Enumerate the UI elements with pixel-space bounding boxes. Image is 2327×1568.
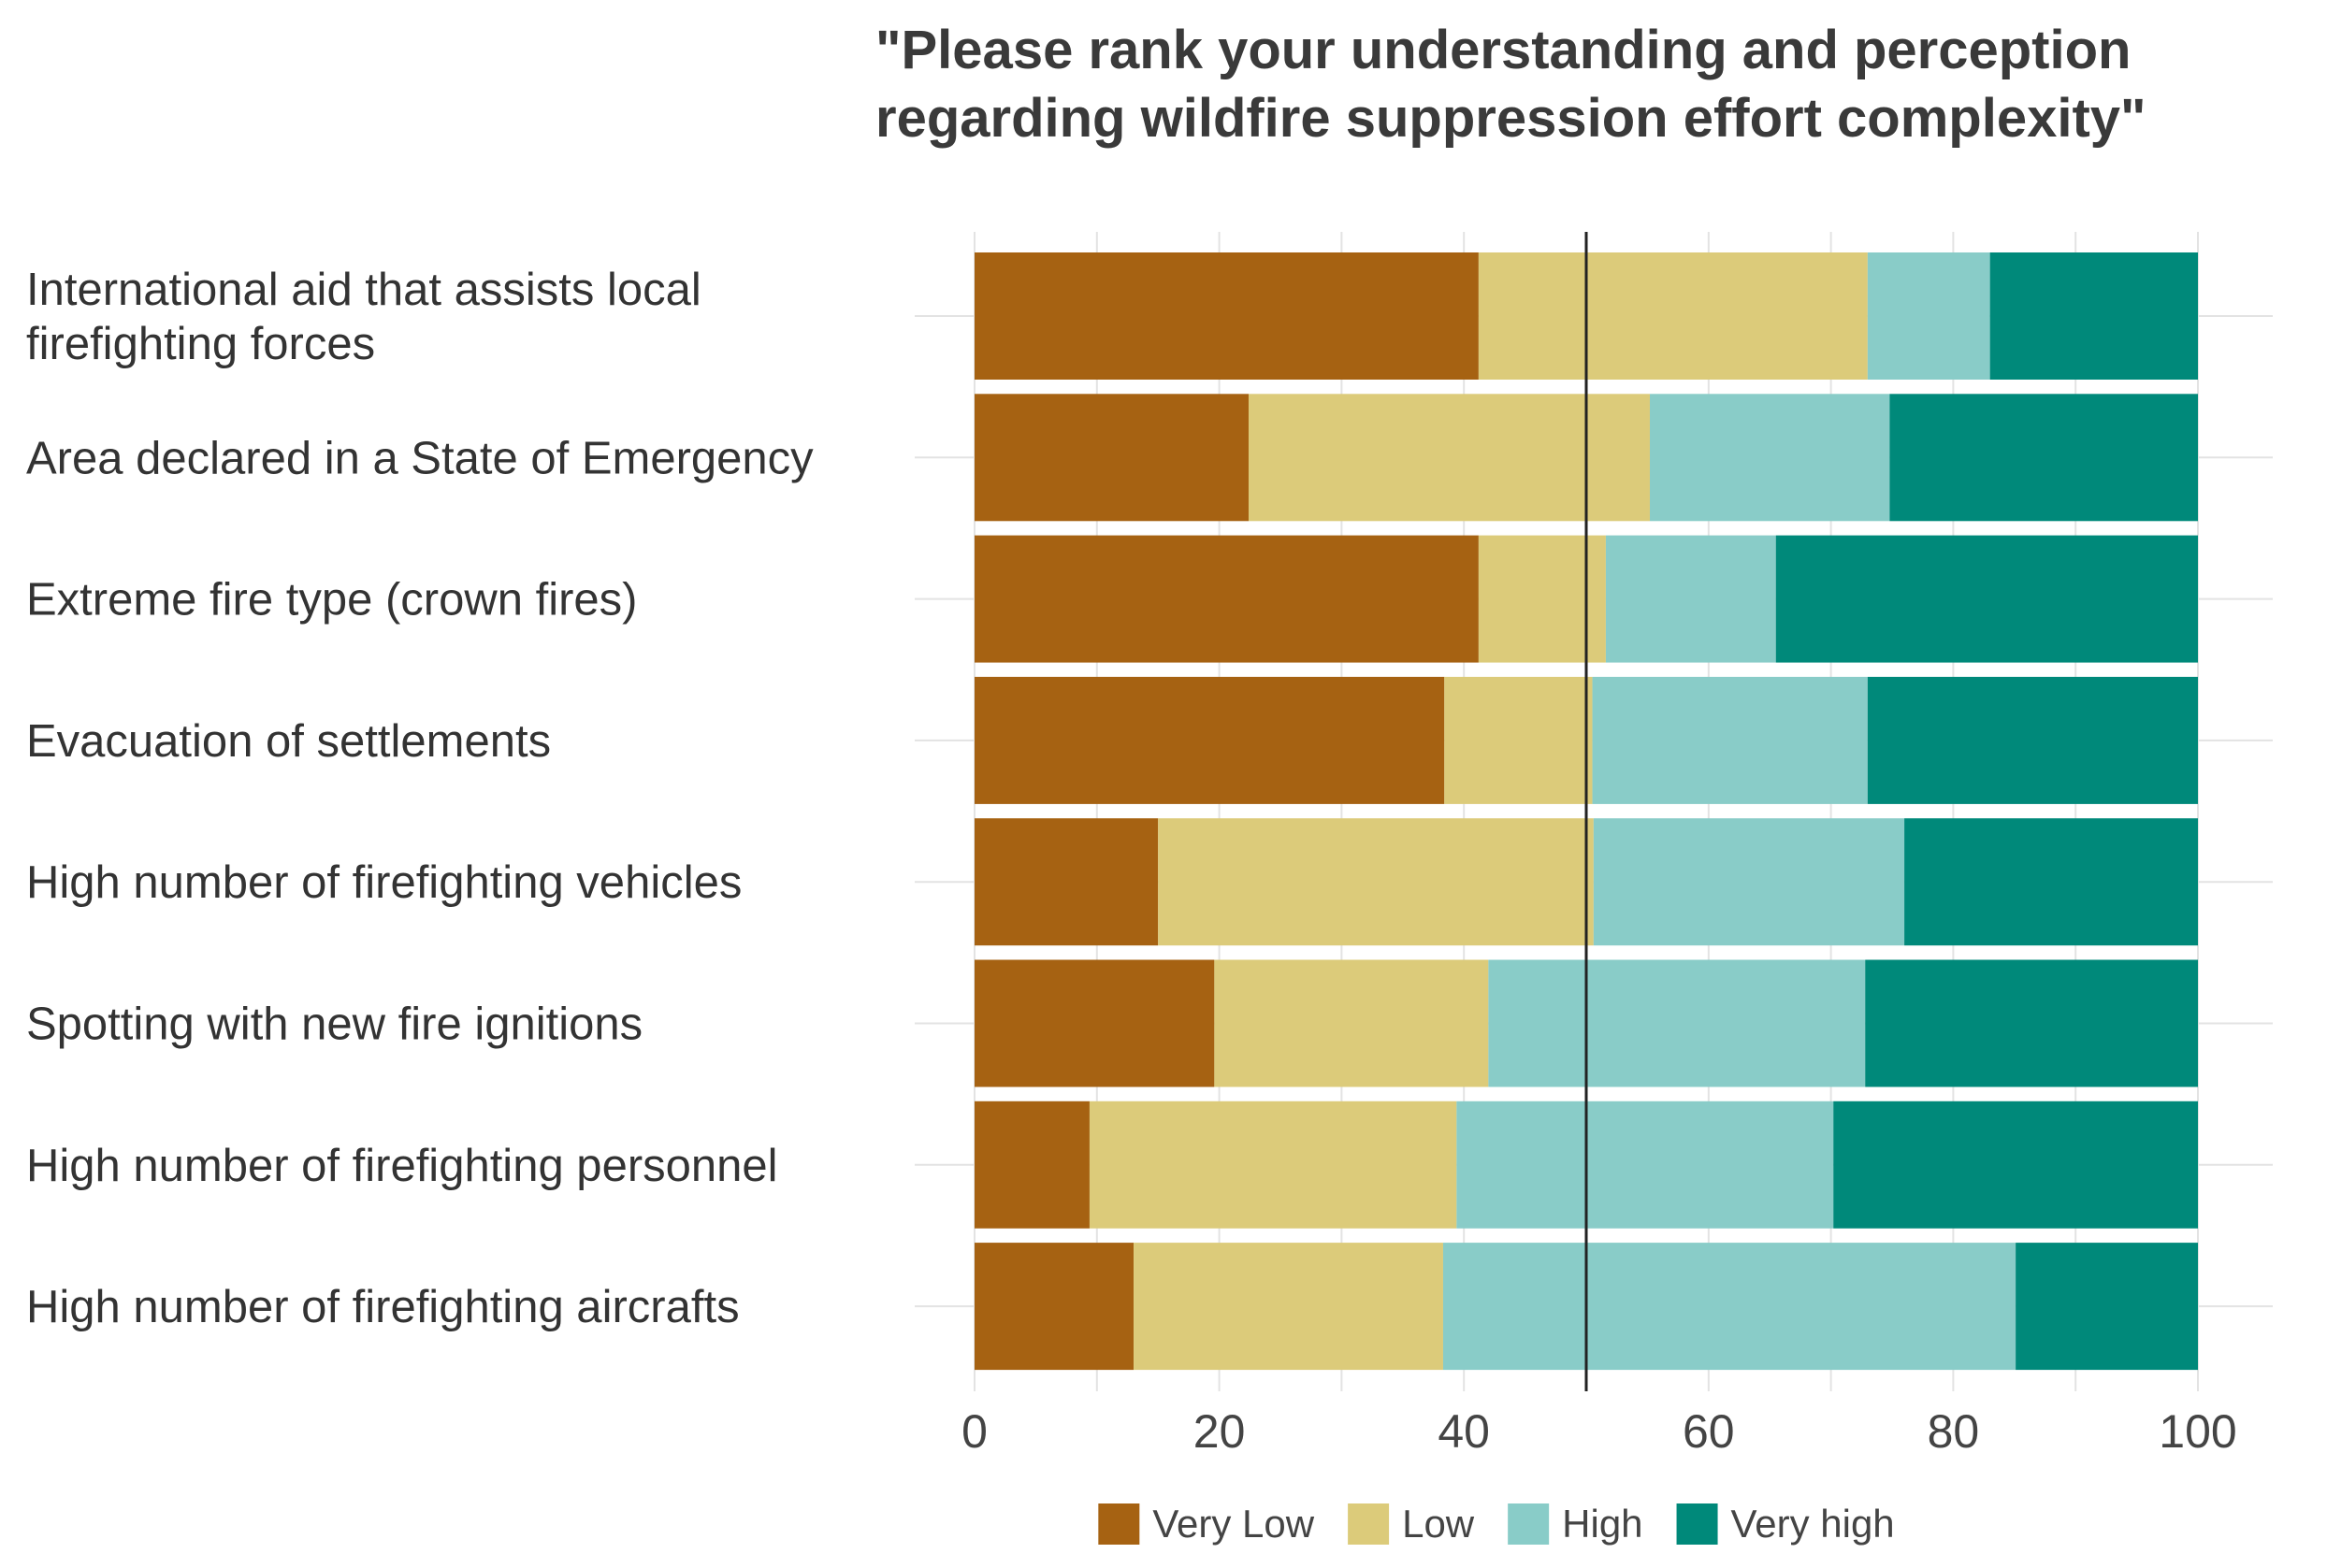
- category-label: Area declared in a State of Emergency: [26, 433, 814, 483]
- legend-swatch-very-low: [1098, 1503, 1140, 1545]
- bar-segment-high-row-2: [1605, 535, 1776, 663]
- bar-segment-high-row-5: [1488, 959, 1866, 1087]
- category-label: International aid that assists local: [26, 265, 701, 315]
- bar-segment-very-high-row-1: [1889, 394, 2198, 522]
- bar-segment-very-high-row-6: [1833, 1100, 2198, 1229]
- category-label: Extreme fire type (crown fires): [26, 575, 638, 626]
- x-axis-ticks: 0 20 40 60 80 100: [961, 1405, 2237, 1458]
- bar-segment-high-row-4: [1593, 818, 1905, 946]
- bar-segment-very-high-row-4: [1904, 818, 2198, 946]
- legend-swatch-high: [1508, 1503, 1550, 1545]
- x-tick-label: 80: [1928, 1405, 1980, 1458]
- bar-segment-very-high-row-7: [2016, 1243, 2198, 1371]
- category-label: High number of firefighting aircrafts: [26, 1282, 740, 1332]
- legend-label-very-high: Very high: [1731, 1502, 1895, 1546]
- chart-title-line-2: regarding wildfire suppression effort co…: [875, 88, 2146, 149]
- category-label: High number of firefighting personnel: [26, 1141, 778, 1191]
- bar-segment-very-low-row-6: [975, 1100, 1090, 1229]
- bar-segment-high-row-7: [1442, 1243, 2016, 1371]
- bar-segment-very-low-row-7: [975, 1243, 1135, 1371]
- legend: Very Low Low High Very high: [1098, 1502, 1895, 1546]
- legend-swatch-very-high: [1676, 1503, 1718, 1545]
- category-label: Evacuation of settlements: [26, 716, 551, 767]
- chart-title-line-1: "Please rank your understanding and perc…: [875, 20, 2131, 80]
- x-tick-label: 20: [1193, 1405, 1246, 1458]
- bar-segment-very-high-row-5: [1865, 959, 2198, 1087]
- bar-segment-high-row-1: [1650, 394, 1890, 522]
- x-tick-label: 100: [2159, 1405, 2236, 1458]
- legend-label-high: High: [1562, 1502, 1642, 1546]
- bar-segment-low-row-6: [1089, 1100, 1457, 1229]
- bar-segment-very-low-row-5: [975, 959, 1215, 1087]
- bar-segment-very-high-row-3: [1867, 676, 2198, 804]
- x-tick-label: 40: [1438, 1405, 1490, 1458]
- x-tick-label: 0: [961, 1405, 988, 1458]
- bar-segment-low-row-7: [1134, 1243, 1443, 1371]
- bar-segment-very-high-row-0: [1989, 252, 2198, 380]
- bar-segment-low-row-3: [1444, 676, 1593, 804]
- legend-label-very-low: Very Low: [1152, 1502, 1314, 1546]
- bar-segment-high-row-0: [1867, 252, 1990, 380]
- category-label: High number of firefighting vehicles: [26, 857, 742, 908]
- category-labels: International aid that assists localfire…: [26, 265, 814, 1332]
- bar-segment-very-low-row-3: [975, 676, 1445, 804]
- legend-swatch-low: [1348, 1503, 1390, 1545]
- bar-segment-very-low-row-0: [975, 252, 1479, 380]
- bar-segment-high-row-6: [1456, 1100, 1834, 1229]
- bar-segment-low-row-2: [1478, 535, 1606, 663]
- bar-segment-very-high-row-2: [1775, 535, 2198, 663]
- bar-segment-low-row-5: [1214, 959, 1489, 1087]
- bar-segment-very-low-row-4: [975, 818, 1159, 946]
- category-label: firefighting forces: [26, 319, 375, 369]
- bar-segment-low-row-1: [1248, 394, 1651, 522]
- legend-label-low: Low: [1402, 1502, 1475, 1546]
- bar-segment-low-row-0: [1478, 252, 1868, 380]
- bar-segment-very-low-row-2: [975, 535, 1479, 663]
- bar-segment-low-row-4: [1158, 818, 1594, 946]
- category-label: Spotting with new fire ignitions: [26, 1000, 643, 1050]
- bar-segment-high-row-3: [1592, 676, 1868, 804]
- bars: [975, 252, 2198, 1371]
- x-tick-label: 60: [1683, 1405, 1735, 1458]
- bar-segment-very-low-row-1: [975, 394, 1249, 522]
